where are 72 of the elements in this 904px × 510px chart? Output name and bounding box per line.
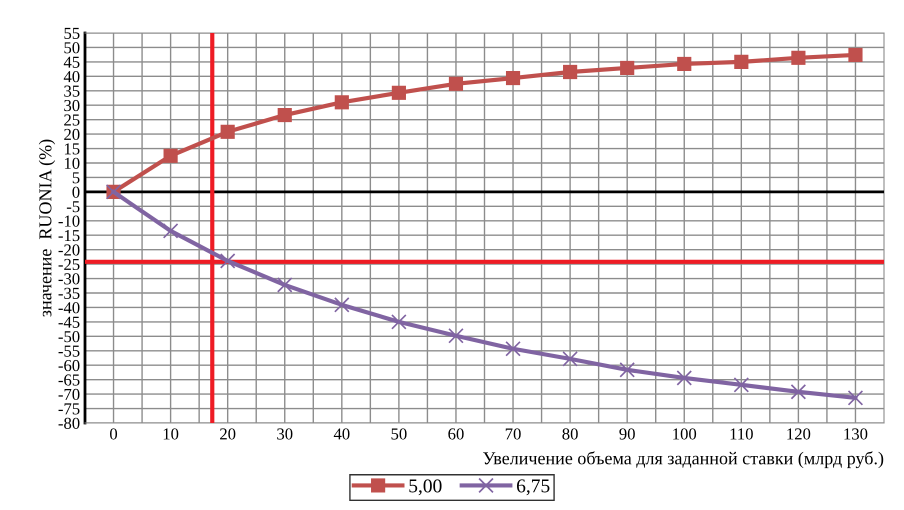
x-tick-label: 90 [619,428,635,440]
y-tick-label: 30 [64,100,80,112]
point [334,95,349,110]
y-tick-label: 55 [64,28,80,39]
x-tick-label: 110 [730,428,753,440]
point [620,60,634,76]
y-tick-label: -60 [58,360,80,372]
y-tick-label: -25 [58,258,80,270]
y-tick-label: 10 [64,158,80,169]
y-axis-title: значение RUONIA (%) [38,140,56,317]
y-tick-label: -55 [58,346,80,357]
y-tick-label: -75 [58,403,80,414]
x-tick-label: 20 [220,428,236,440]
point [677,56,692,71]
y-tick-label: -20 [58,244,80,256]
point [391,314,407,330]
point [220,253,236,269]
x-tick-label: 60 [448,428,464,440]
point [505,340,521,357]
y-tick-label: -50 [58,331,80,342]
y-tick-label: 15 [64,143,80,154]
y-tick-label: 25 [64,114,80,126]
point [734,54,748,69]
point [220,124,235,139]
y-tick-label: -65 [58,374,80,386]
y-tick-label: 40 [64,71,80,82]
y-tick-label: 20 [64,128,80,140]
legend-label: 6,75 [517,479,550,496]
point [392,86,406,100]
y-tick-label: -80 [58,418,80,429]
point [791,50,806,65]
y-tick-label: -15 [58,230,80,242]
y-tick-label: -35 [58,288,80,299]
y-tick-label: 0 [72,186,80,198]
x-tick-label: 80 [562,428,578,440]
point [278,108,292,122]
x-tick-label: 40 [334,428,350,440]
x-tick-label: 0 [110,428,118,440]
x-tick-label: 120 [787,428,810,440]
y-tick-label: -40 [58,302,80,314]
point [676,370,692,386]
point [848,48,863,62]
legend-label: 5,00 [409,479,442,496]
y-tick-label: -70 [58,388,80,400]
y-tick-label: 5 [72,172,80,184]
x-tick-label: 130 [844,428,868,440]
x-tick-label: 10 [164,428,178,440]
point [734,377,750,393]
point [563,64,578,80]
y-tick-label: 35 [64,86,80,97]
point [164,148,178,163]
y-tick-label: 45 [64,56,80,68]
x-tick-label: 100 [673,428,696,440]
y-tick-label: -30 [58,273,80,284]
point [790,384,806,400]
point [562,351,578,367]
point [619,362,635,378]
point [448,76,464,91]
y-tick-label: 50 [64,42,80,54]
point [848,390,864,406]
x-tick-label: 50 [392,428,407,440]
point [276,277,293,293]
x-tick-label: 30 [277,428,292,440]
point [334,297,350,313]
x-tick-label: 70 [506,428,521,440]
y-tick-label: -5 [66,201,80,212]
point [506,70,520,86]
point [162,223,178,239]
point [448,328,464,344]
x-axis-title: Увеличение объема для заданной ставки (млрд руб.) [483,451,884,468]
y-tick-label: -45 [58,316,80,328]
y-tick-label: -10 [58,215,80,227]
